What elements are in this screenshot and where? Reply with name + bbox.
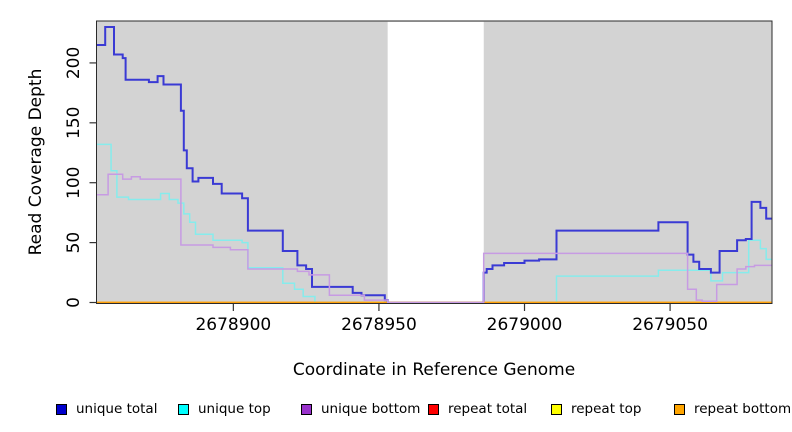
legend-swatch bbox=[56, 403, 67, 415]
legend-label: unique bottom bbox=[321, 401, 421, 417]
legend-item-repeat-total: repeat total bbox=[428, 398, 527, 420]
legend-swatch bbox=[551, 403, 562, 415]
legend-label: repeat bottom bbox=[694, 401, 792, 417]
series-line-unique_total bbox=[96, 26, 772, 304]
legend-label: unique total bbox=[76, 401, 158, 417]
y-tick-label: 200 bbox=[64, 47, 84, 79]
legend-label: unique top bbox=[198, 401, 271, 417]
y-tick-label: 50 bbox=[64, 232, 84, 254]
legend: unique total unique top unique bottom repea… bbox=[0, 398, 792, 422]
legend-item-repeat-top: repeat top bbox=[551, 398, 641, 420]
series-line-unique_bottom bbox=[96, 173, 772, 304]
y-tick-label: 150 bbox=[64, 107, 84, 139]
plot-frame bbox=[96, 20, 773, 304]
coverage-gap-region bbox=[387, 21, 484, 304]
legend-swatch bbox=[674, 403, 685, 415]
legend-swatch bbox=[178, 403, 189, 415]
y-tick-label: 100 bbox=[64, 166, 84, 198]
y-axis-title: Read Coverage Depth bbox=[26, 68, 46, 256]
legend-item-unique-top: unique top bbox=[178, 398, 271, 420]
x-tick-label: 2678950 bbox=[341, 315, 417, 335]
x-tick-label: 2679000 bbox=[487, 315, 563, 335]
x-tick-label: 2679050 bbox=[632, 315, 708, 335]
legend-label: repeat top bbox=[571, 401, 642, 417]
legend-item-unique-bottom: unique bottom bbox=[301, 398, 420, 420]
x-tick-label: 2678900 bbox=[195, 315, 271, 335]
legend-item-unique-total: unique total bbox=[56, 398, 157, 420]
y-tick-label: 0 bbox=[64, 297, 84, 308]
legend-swatch bbox=[301, 403, 312, 415]
legend-swatch bbox=[428, 403, 439, 415]
x-axis-title: Coordinate in Reference Genome bbox=[292, 360, 576, 380]
legend-label: repeat total bbox=[448, 401, 528, 417]
legend-item-repeat-bottom: repeat bottom bbox=[674, 398, 791, 420]
